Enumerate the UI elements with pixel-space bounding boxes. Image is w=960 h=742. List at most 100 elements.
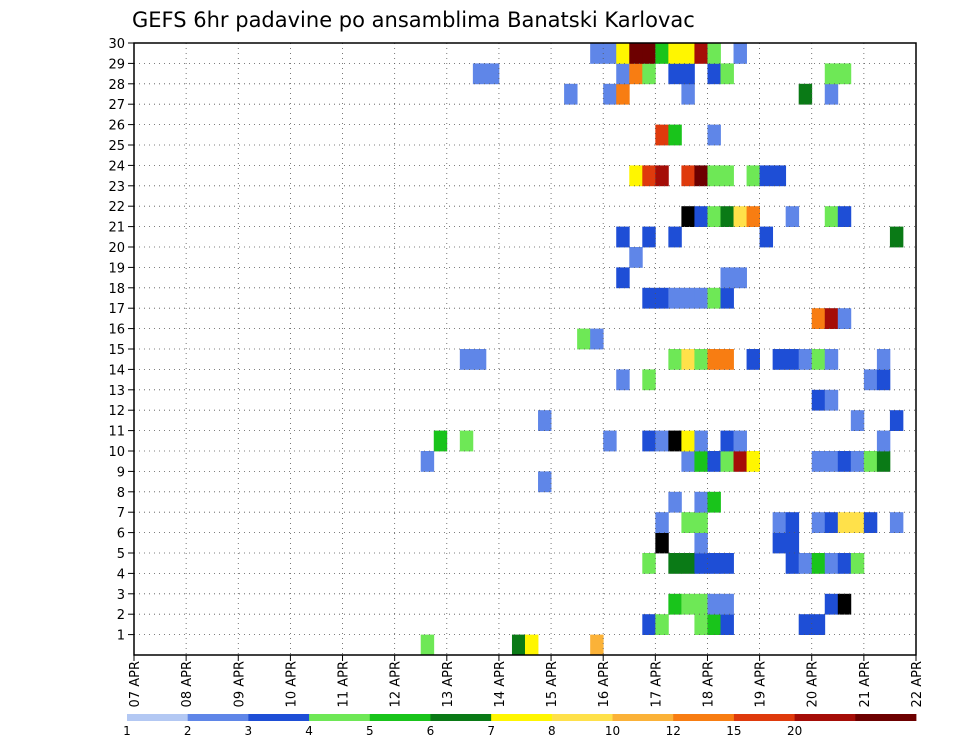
heatmap-cell xyxy=(603,83,617,105)
y-tick-label: 4 xyxy=(117,567,125,582)
heatmap-cell xyxy=(668,430,682,452)
heatmap-cell xyxy=(876,451,891,472)
heatmap-cell xyxy=(629,165,643,187)
heatmap-cell xyxy=(824,206,839,227)
heatmap-cell xyxy=(642,430,656,452)
heatmap-cell xyxy=(668,124,682,146)
heatmap-cell xyxy=(694,430,708,452)
heatmap-cell xyxy=(577,328,591,350)
heatmap-cell xyxy=(720,593,734,615)
heatmap-cell xyxy=(642,43,656,64)
heatmap-cell xyxy=(642,63,656,85)
heatmap-cell xyxy=(850,410,865,431)
x-tick-label: 12 APR xyxy=(389,661,404,707)
heatmap-cell xyxy=(837,63,852,85)
heatmap-cell xyxy=(850,451,865,472)
heatmap-cell xyxy=(668,349,682,370)
y-tick-label: 22 xyxy=(108,200,125,215)
y-tick-label: 1 xyxy=(117,629,125,644)
heatmap-cell xyxy=(616,43,630,64)
heatmap-cell xyxy=(733,451,747,472)
heatmap-cell xyxy=(694,491,708,513)
heatmap-cell xyxy=(459,349,474,370)
colorbar: 1 2 3 4 5 6 7 8 10 12 15 20 xyxy=(123,714,917,738)
heatmap-cell xyxy=(733,43,747,64)
heatmap-cell xyxy=(811,512,826,533)
colorbar-label: 15 xyxy=(726,724,741,738)
heatmap-cell xyxy=(525,634,539,656)
heatmap-cell xyxy=(642,614,656,635)
heatmap-cell xyxy=(616,369,630,391)
heatmap-cell xyxy=(642,369,656,391)
heatmap-cell xyxy=(850,553,865,574)
heatmap-cell xyxy=(876,430,891,452)
y-tick-label: 12 xyxy=(108,404,125,419)
heatmap-cell xyxy=(681,593,695,615)
heatmap-cell xyxy=(759,165,774,187)
heatmap-cell xyxy=(720,267,734,289)
heatmap-cell xyxy=(564,83,578,105)
colorbar-swatch xyxy=(248,714,310,721)
y-tick-label: 3 xyxy=(117,588,125,603)
heatmap-cell xyxy=(681,430,695,452)
heatmap-cell xyxy=(420,634,435,656)
x-tick-label: 10 APR xyxy=(284,661,299,707)
heatmap-cell xyxy=(785,532,800,554)
heatmap-cell xyxy=(824,451,839,472)
heatmap-cell xyxy=(785,349,800,370)
heatmap-cell xyxy=(850,512,865,533)
heatmap-cell xyxy=(811,614,826,635)
heatmap-cell xyxy=(837,512,852,533)
heatmap-cell xyxy=(616,83,630,105)
heatmap-cell xyxy=(694,43,708,64)
heatmap-cell xyxy=(616,63,630,85)
heatmap-cell xyxy=(798,83,813,105)
colorbar-swatch xyxy=(612,714,674,721)
heatmap-cell xyxy=(707,63,721,85)
heatmap-cell xyxy=(824,63,839,85)
colorbar-label: 4 xyxy=(305,724,313,738)
heatmap-cell xyxy=(616,226,630,248)
colorbar-swatch xyxy=(309,714,371,721)
heatmap-cell xyxy=(824,83,839,105)
colorbar-label: 6 xyxy=(427,724,435,738)
colorbar-swatch xyxy=(733,714,796,721)
colorbar-label: 10 xyxy=(605,724,620,738)
heatmap-cell xyxy=(590,634,604,656)
heatmap-cell xyxy=(694,287,708,309)
heatmap-cell xyxy=(837,593,852,615)
heatmap-cell xyxy=(720,165,734,187)
heatmap-cell xyxy=(668,491,682,513)
heatmap-cell xyxy=(694,593,708,615)
y-tick-label: 25 xyxy=(108,139,125,154)
y-tick-label: 18 xyxy=(108,282,125,297)
heatmap-cell xyxy=(681,451,695,472)
heatmap-cell xyxy=(707,349,721,370)
heatmap-cell xyxy=(681,553,695,574)
y-tick-label: 11 xyxy=(108,425,125,440)
heatmap-cell xyxy=(590,328,604,350)
heatmap-cell xyxy=(655,165,669,187)
colorbar-label: 2 xyxy=(184,724,192,738)
heatmap-cell xyxy=(863,512,878,533)
grid-lines xyxy=(134,43,916,655)
heatmap-cell xyxy=(694,451,708,472)
y-tick-label: 23 xyxy=(108,180,125,195)
heatmap-cell xyxy=(824,389,839,411)
heatmap-cell xyxy=(824,553,839,574)
heatmap-cell xyxy=(785,553,800,574)
heatmap-cell xyxy=(642,553,656,574)
heatmap-cell xyxy=(772,349,787,370)
heatmap-cell xyxy=(629,43,643,64)
y-tick-label: 10 xyxy=(108,445,125,460)
heatmap-cell xyxy=(824,512,839,533)
heatmap-cell xyxy=(655,430,669,452)
heatmap-cell xyxy=(668,226,682,248)
y-tick-label: 7 xyxy=(117,506,125,521)
x-axis: 07 APR 08 APR 09 APR 10 APR 11 APR 12 APR 13 A… xyxy=(128,655,925,707)
heatmap-cell xyxy=(707,287,721,309)
heatmap-cell xyxy=(694,553,708,574)
heatmap-cell xyxy=(785,206,800,227)
x-tick-label: 15 APR xyxy=(545,661,560,707)
